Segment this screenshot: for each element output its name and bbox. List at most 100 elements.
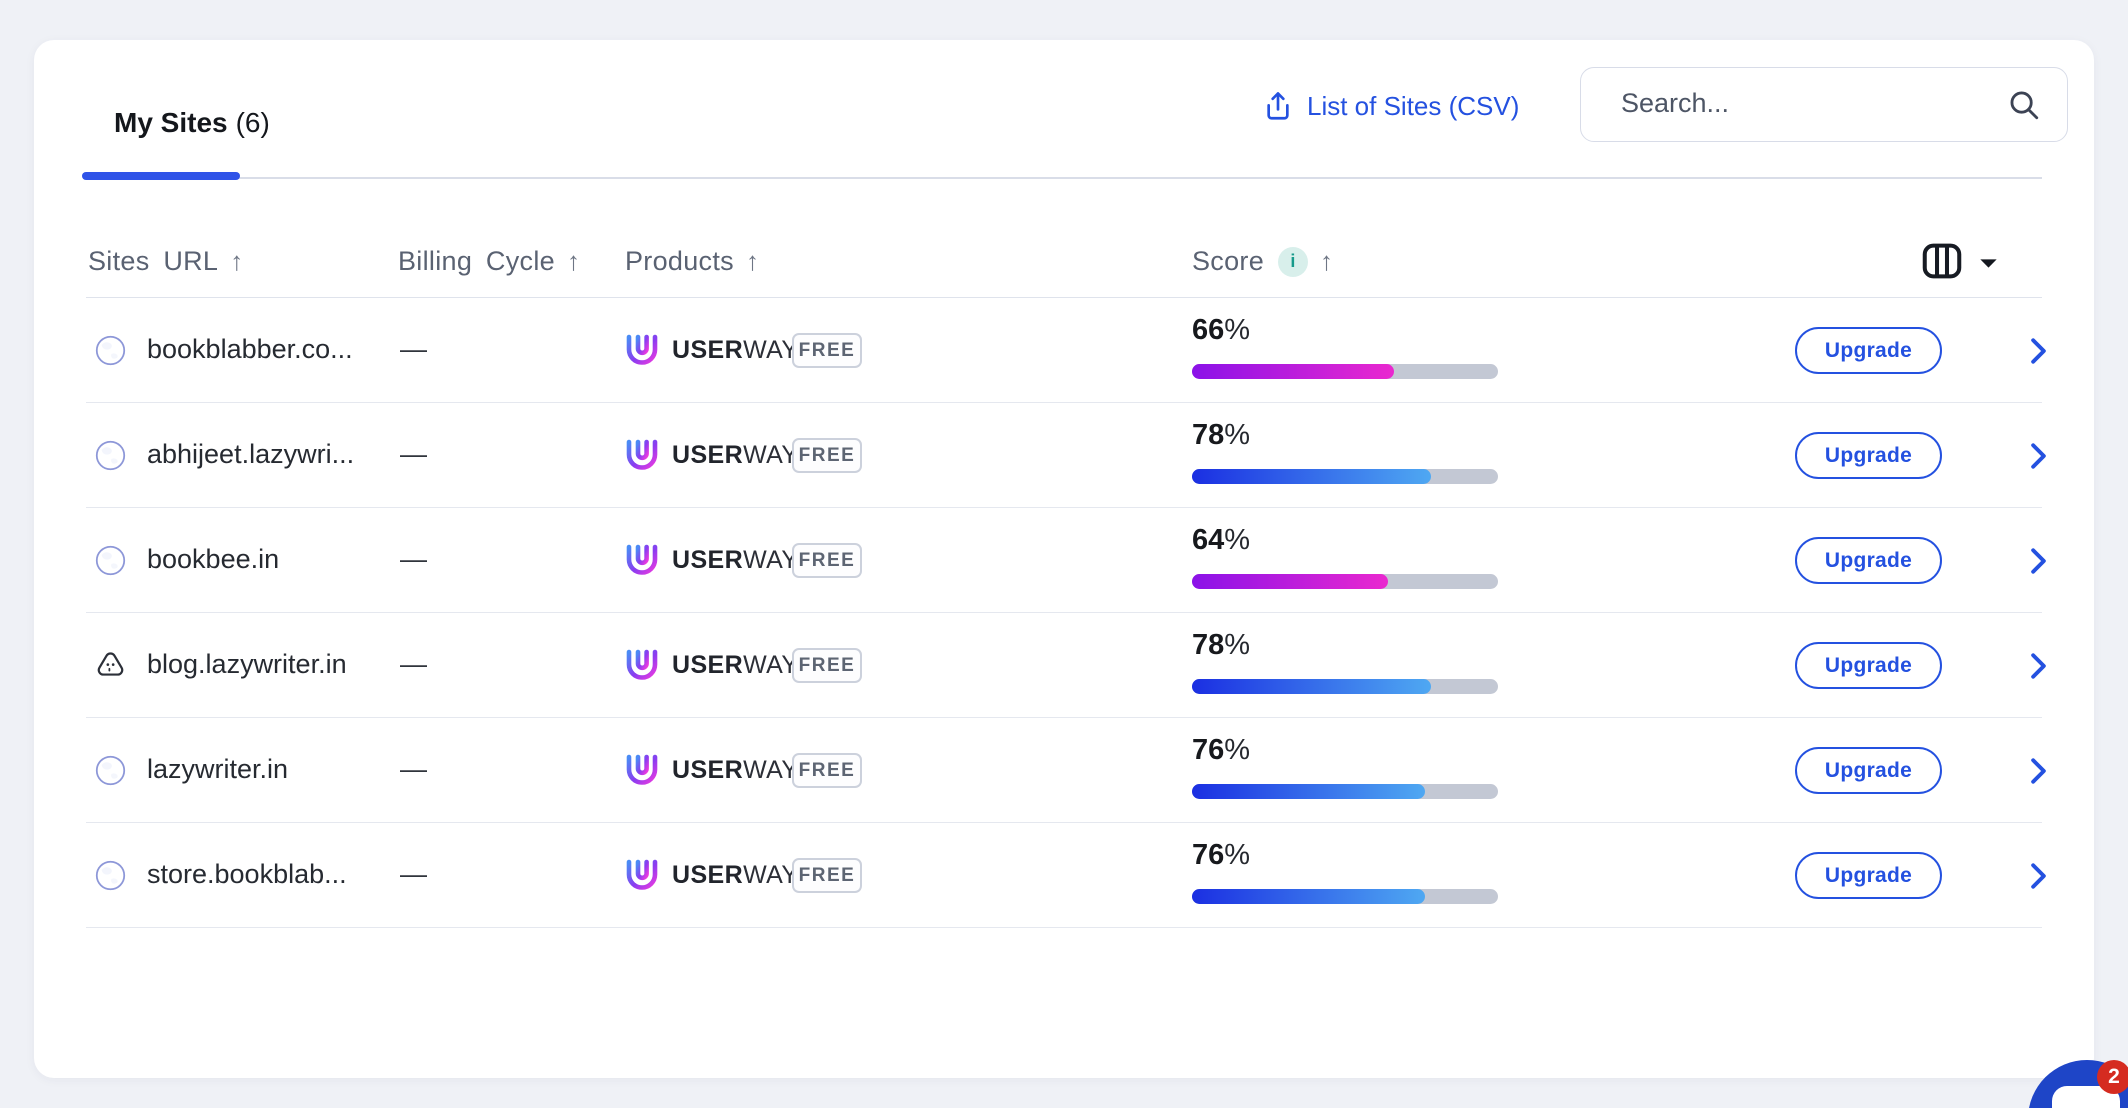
export-csv-link[interactable]: List of Sites (CSV) [1262,86,1519,126]
site-url-link[interactable]: lazywriter.in [147,754,289,784]
score-progress-fill [1192,364,1394,379]
column-header-products[interactable]: Products ↑ [625,246,759,277]
score-percentage: 64% [1192,524,1251,556]
upgrade-button[interactable]: Upgrade [1795,537,1942,584]
globe-favicon-icon [95,335,126,366]
columns-icon [1922,243,1962,279]
sites-count: (6) [235,107,270,138]
upgrade-button[interactable]: Upgrade [1795,747,1942,794]
plan-badge: FREE [792,753,862,788]
billing-cycle-value: — [400,649,427,679]
score-percentage: 76% [1192,839,1251,871]
score-progress-fill [1192,889,1425,904]
search-input[interactable] [1621,68,2001,139]
score-progress-track [1192,679,1498,694]
score-progress-track [1192,469,1498,484]
globe-favicon-icon [95,440,126,471]
score-progress-fill [1192,784,1425,799]
site-url-link[interactable]: blog.lazywriter.in [147,649,347,679]
column-header-billing-cycle[interactable]: Billing Cycle ↑ [398,246,580,277]
product-cell: USERWAY [624,823,798,928]
userway-logo-icon [626,439,658,470]
chevron-right-icon[interactable] [2025,441,2052,471]
tab-my-sites[interactable]: My Sites (6) [114,107,270,139]
billing-cycle-value: — [400,544,427,574]
column-label: Score [1192,246,1265,276]
tabs-divider [86,177,2042,179]
score-percentage: 78% [1192,419,1251,451]
billing-cycle-value: — [400,334,427,364]
plan-badge: FREE [792,543,862,578]
chevron-down-icon [1980,258,1997,268]
site-url-link[interactable]: abhijeet.lazywri... [147,439,355,469]
product-cell: USERWAY [624,718,798,823]
column-label: Billing Cycle [398,246,555,276]
billing-cycle-value: — [400,439,427,469]
table-row: abhijeet.lazywri... — USERWAY FREE 78% U… [86,403,2046,508]
plan-badge: FREE [792,333,862,368]
userway-wordmark: USERWAY [672,336,799,364]
score-cell: 76% [1192,718,1498,823]
score-percentage: 66% [1192,314,1251,346]
userway-wordmark: USERWAY [672,756,799,784]
table-row: store.bookblab... — USERWAY FREE 76% Upg… [86,823,2046,928]
score-progress-fill [1192,469,1431,484]
sort-asc-icon: ↑ [230,246,244,276]
my-sites-card: My Sites(6) List of Sites (CSV) Sites UR… [34,40,2094,1078]
globe-favicon-icon [95,545,126,576]
column-header-score[interactable]: Score i ↑ [1192,246,1333,277]
product-cell: USERWAY [624,403,798,508]
column-label: Sites URL [88,246,219,276]
score-cell: 66% [1192,298,1498,403]
score-cell: 76% [1192,823,1498,928]
userway-logo-icon [626,859,658,890]
globe-favicon-icon [95,755,126,786]
plan-badge: FREE [792,858,862,893]
table-row: lazywriter.in — USERWAY FREE 76% Upgrade [86,718,2046,823]
billing-cycle-value: — [400,859,427,889]
chevron-right-icon[interactable] [2025,546,2052,576]
score-progress-track [1192,574,1498,589]
table-row: bookbee.in — USERWAY FREE 64% Upgrade [86,508,2046,613]
chevron-right-icon[interactable] [2025,336,2052,366]
userway-logo-icon [626,334,658,365]
score-cell: 64% [1192,508,1498,613]
plan-badge: FREE [792,648,862,683]
chat-notification-badge: 2 [2097,1060,2128,1094]
site-url-link[interactable]: bookbee.in [147,544,280,574]
upgrade-button[interactable]: Upgrade [1795,432,1942,479]
search-icon[interactable] [2007,88,2041,122]
upgrade-button[interactable]: Upgrade [1795,327,1942,374]
column-header-sites-url[interactable]: Sites URL ↑ [88,246,244,277]
userway-wordmark: USERWAY [672,861,799,889]
chevron-right-icon[interactable] [2025,651,2052,681]
score-progress-track [1192,364,1498,379]
tab-active-underline [82,172,240,180]
upgrade-button[interactable]: Upgrade [1795,852,1942,899]
upgrade-button[interactable]: Upgrade [1795,642,1942,689]
score-progress-track [1192,889,1498,904]
userway-logo-icon [626,544,658,575]
search-box [1580,67,2068,142]
score-progress-fill [1192,574,1388,589]
table-row: bookblabber.co... — USERWAY FREE 66% Upg… [86,298,2046,403]
userway-wordmark: USERWAY [672,441,799,469]
export-icon [1267,92,1289,120]
site-url-link[interactable]: store.bookblab... [147,859,347,889]
score-cell: 78% [1192,403,1498,508]
site-url-link[interactable]: bookblabber.co... [147,334,353,364]
score-info-icon[interactable]: i [1278,246,1309,277]
tab-label: My Sites [114,107,228,138]
chat-bubble-icon [2052,1086,2120,1108]
score-percentage: 76% [1192,734,1251,766]
userway-logo-icon [626,754,658,785]
userway-wordmark: USERWAY [672,546,799,574]
sort-asc-icon: ↑ [566,246,581,276]
table-row: blog.lazywriter.in — USERWAY FREE 78% Up… [86,613,2046,718]
chevron-right-icon[interactable] [2025,756,2052,786]
column-settings-button[interactable] [1919,238,1998,284]
product-cell: USERWAY [624,298,798,403]
chevron-right-icon[interactable] [2025,861,2052,891]
score-progress-fill [1192,679,1431,694]
sites-table: bookblabber.co... — USERWAY FREE 66% Upg… [86,297,2046,928]
